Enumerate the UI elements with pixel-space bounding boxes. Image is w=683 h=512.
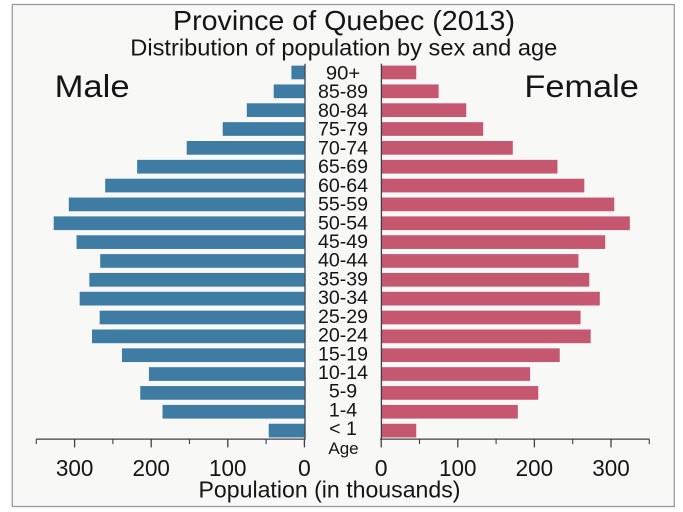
svg-text:15-19: 15-19 <box>318 343 368 365</box>
svg-text:1-4: 1-4 <box>329 399 357 421</box>
svg-text:100: 100 <box>439 455 477 481</box>
svg-text:80-84: 80-84 <box>318 100 368 122</box>
svg-text:200: 200 <box>132 455 170 481</box>
svg-text:Province of Quebec (2013): Province of Quebec (2013) <box>173 4 515 36</box>
svg-text:Population (in thousands): Population (in thousands) <box>199 477 461 503</box>
svg-text:300: 300 <box>592 455 630 481</box>
svg-text:70-74: 70-74 <box>318 137 368 159</box>
svg-text:5-9: 5-9 <box>329 381 357 403</box>
svg-text:Distribution of population by: Distribution of population by sex and ag… <box>130 34 557 60</box>
svg-text:50-54: 50-54 <box>318 212 368 234</box>
svg-text:10-14: 10-14 <box>318 362 368 384</box>
svg-text:60-64: 60-64 <box>318 175 368 197</box>
svg-text:40-44: 40-44 <box>318 250 368 272</box>
svg-text:0: 0 <box>298 455 311 481</box>
svg-text:300: 300 <box>56 455 94 481</box>
svg-text:25-29: 25-29 <box>318 306 368 328</box>
svg-text:Age: Age <box>328 439 358 458</box>
svg-text:Female: Female <box>524 68 639 104</box>
svg-text:85-89: 85-89 <box>318 81 368 103</box>
svg-text:100: 100 <box>209 455 247 481</box>
svg-text:30-34: 30-34 <box>318 287 368 309</box>
svg-text:20-24: 20-24 <box>318 325 368 347</box>
svg-text:< 1: < 1 <box>329 418 357 440</box>
svg-text:55-59: 55-59 <box>318 194 368 216</box>
svg-text:Male: Male <box>55 68 130 104</box>
svg-text:75-79: 75-79 <box>318 119 368 141</box>
svg-text:90+: 90+ <box>326 63 360 85</box>
svg-text:45-49: 45-49 <box>318 231 368 253</box>
svg-text:65-69: 65-69 <box>318 156 368 178</box>
svg-text:0: 0 <box>375 455 388 481</box>
svg-text:35-39: 35-39 <box>318 268 368 290</box>
svg-text:200: 200 <box>516 455 554 481</box>
